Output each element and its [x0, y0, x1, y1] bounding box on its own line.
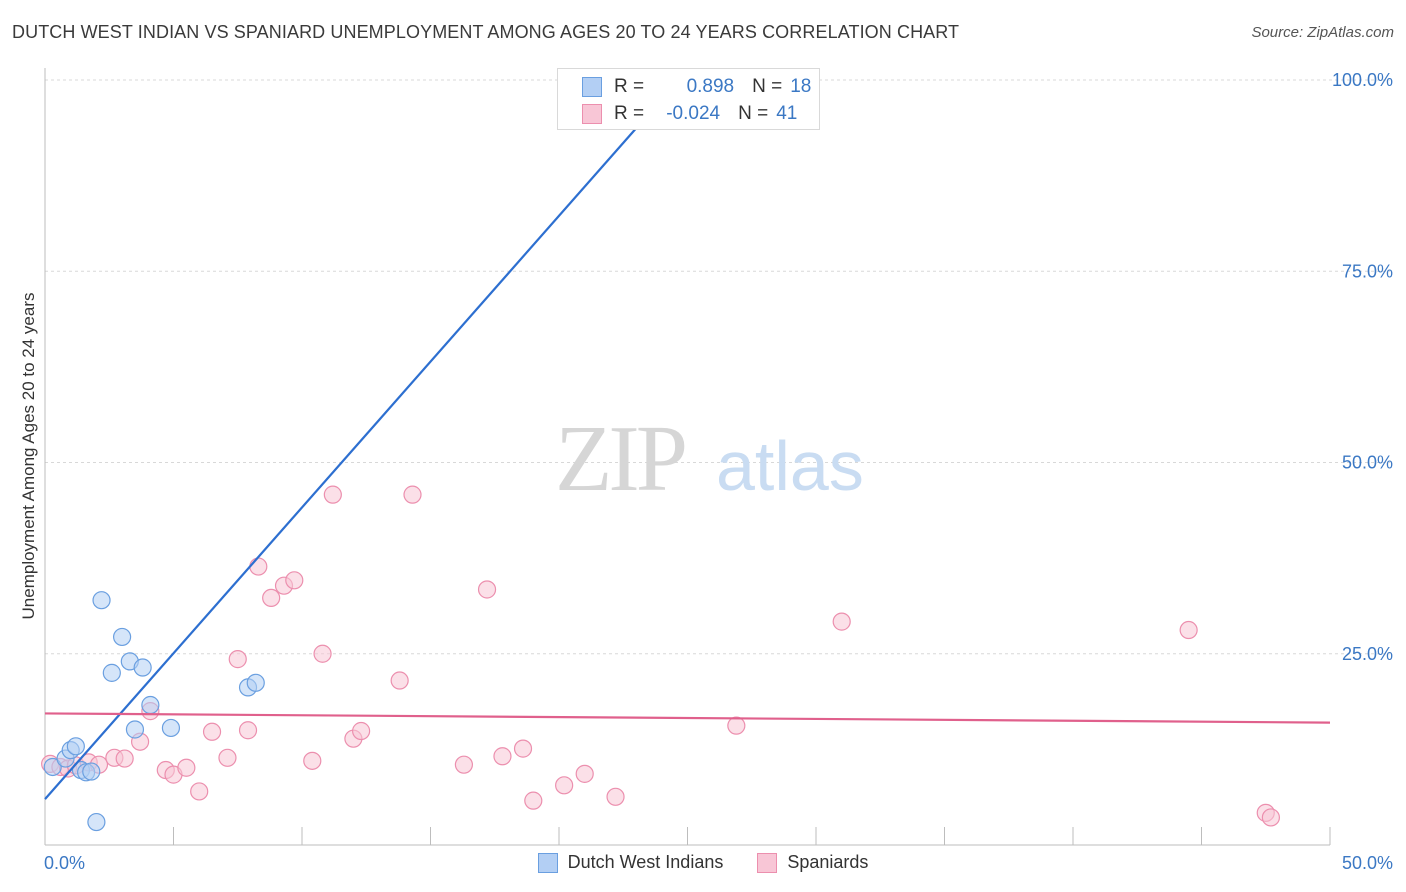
spaniard-point [228, 650, 247, 669]
spaniard-point [606, 787, 625, 806]
chart-title: DUTCH WEST INDIAN VS SPANIARD UNEMPLOYME… [12, 22, 960, 42]
r-value: -0.024 [666, 103, 721, 124]
dutch-west-indians-points [43, 591, 265, 832]
spaniards-points [41, 485, 1280, 827]
spaniard-point [390, 671, 409, 690]
spaniard-point [115, 749, 134, 768]
y-tick-label: 50.0% [1342, 453, 1393, 473]
legend-row-dutch-west-indians: R = 0.898 N = 18 [582, 74, 811, 100]
gridlines [45, 79, 1390, 655]
blue-swatch-icon [582, 77, 602, 97]
series-legend: Dutch West Indians Spaniards [0, 852, 1406, 873]
spaniard-point [352, 721, 371, 741]
spaniard-point [249, 557, 268, 576]
x-tick-label-min: 0.0% [44, 853, 85, 873]
spaniard-point [303, 751, 322, 770]
legend-label: Dutch West Indians [567, 852, 724, 872]
y-tick-label: 100.0% [1332, 70, 1393, 90]
dutch-west-indian-point [161, 718, 181, 738]
dutch-west-indian-point [66, 737, 85, 756]
spaniard-point [1261, 808, 1280, 827]
pink-square-icon [757, 852, 778, 873]
n-label: N = [752, 76, 783, 97]
spaniard-point [202, 722, 222, 741]
spaniard-point [177, 758, 196, 777]
dutch-west-indians-trend-line [44, 98, 663, 800]
axes [44, 68, 1331, 846]
chart-source: Source: ZipAtlas.com [1251, 24, 1394, 41]
spaniard-point [832, 612, 851, 631]
spaniard-point [218, 748, 237, 767]
legend-label: Spaniards [787, 852, 869, 872]
spaniard-point [403, 485, 422, 504]
spaniard-point [262, 588, 281, 608]
dutch-west-indian-point [125, 720, 145, 739]
spaniard-point [727, 716, 746, 735]
spaniard-point [1179, 620, 1198, 640]
dutch-west-indian-point [87, 812, 106, 832]
spaniard-point [477, 580, 497, 599]
dutch-west-indian-point [246, 673, 265, 692]
y-axis-label: Unemployment Among Ages 20 to 24 years [19, 293, 38, 620]
watermark-atlas: atlas [716, 427, 864, 505]
dutch-west-indian-point [92, 591, 111, 610]
spaniard-point [493, 747, 512, 766]
spaniard-point [313, 644, 332, 663]
spaniard-point [575, 764, 594, 783]
watermark: ZIP atlas [555, 407, 864, 511]
r-value: 0.898 [686, 76, 735, 97]
spaniard-point [285, 571, 304, 590]
n-value: 41 [776, 103, 798, 124]
spaniards-trend-line [44, 712, 1331, 724]
n-label: N = [738, 103, 769, 124]
dutch-west-indian-point [112, 627, 132, 647]
n-value: 18 [790, 76, 812, 97]
y-tick-label: 75.0% [1342, 261, 1393, 281]
spaniard-point [238, 721, 258, 740]
spaniard-point [190, 782, 209, 801]
tick-labels: 25.0% 50.0% 75.0% 100.0% 0.0% 50.0% [44, 70, 1393, 873]
trend-lines [44, 98, 1331, 800]
dutch-west-indian-point [102, 663, 121, 682]
r-label: R = [614, 103, 645, 124]
legend-spaniards[interactable]: Spaniards [757, 852, 868, 873]
spaniard-point [513, 739, 533, 758]
spaniard-point [524, 791, 543, 810]
pink-swatch-icon [582, 104, 602, 124]
y-tick-label: 25.0% [1342, 644, 1393, 664]
blue-square-icon [537, 852, 558, 873]
legend-dutch-west-indians[interactable]: Dutch West Indians [537, 852, 724, 873]
watermark-zip: ZIP [555, 407, 685, 511]
spaniard-point [454, 755, 474, 774]
spaniard-point [555, 776, 574, 795]
x-tick-label-max: 50.0% [1342, 853, 1393, 873]
r-label: R = [614, 76, 645, 97]
correlation-legend: R = 0.898 N = 18 R = -0.024 N = 41 [557, 68, 820, 130]
spaniard-point [323, 485, 342, 504]
dutch-west-indian-point [43, 757, 62, 777]
dutch-west-indian-point [82, 762, 101, 781]
dutch-west-indian-point [141, 695, 160, 715]
dutch-west-indian-point [133, 658, 152, 677]
legend-row-spaniards: R = -0.024 N = 41 [582, 101, 797, 127]
